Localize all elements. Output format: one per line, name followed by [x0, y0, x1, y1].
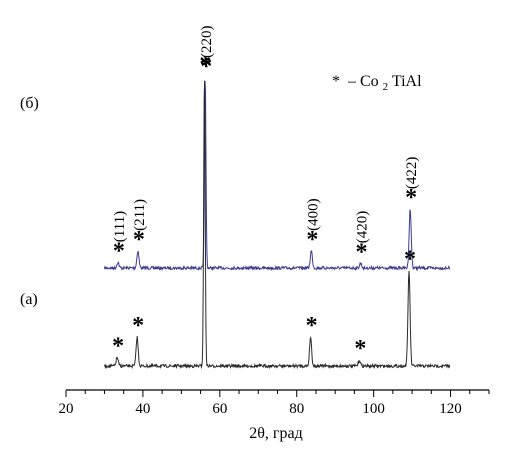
peak-marker: *: [199, 52, 211, 78]
peak-marker: *: [112, 333, 124, 359]
series-label: (а): [20, 291, 38, 308]
peak-marker: *: [133, 227, 145, 253]
hkl-label: (420): [355, 211, 371, 244]
legend-marker: *: [332, 73, 340, 90]
hkl-label: (220): [199, 26, 215, 59]
x-axis: 20 40 60 80 100 120: [59, 389, 490, 417]
x-tick-label: 80: [289, 401, 304, 417]
legend-suffix: TiAl: [392, 73, 422, 90]
hkl-label: (111): [112, 211, 128, 242]
peak-marker: *: [354, 336, 366, 362]
legend-prefix: – Co: [347, 73, 379, 90]
peak-marker: *: [132, 313, 144, 339]
x-tick-label: 40: [135, 401, 150, 417]
legend-subscript: 2: [383, 81, 389, 93]
peak-marker: *: [306, 313, 318, 339]
hkl-label: (422): [404, 157, 420, 190]
peak-marker: *: [404, 246, 416, 272]
legend-text: * – Co 2 TiAl: [332, 73, 422, 94]
series-line: [103, 80, 451, 370]
peak-marker: *: [356, 239, 368, 265]
x-tick-label: 120: [439, 401, 462, 417]
x-axis-label: 2θ, град: [249, 425, 302, 442]
hkl-label: (400): [305, 198, 321, 231]
peak-marker: *: [306, 227, 318, 253]
x-tick-label: 20: [59, 401, 74, 417]
x-tick-label: 60: [212, 401, 227, 417]
series-label: (б): [20, 95, 39, 112]
series-line: [103, 80, 451, 272]
x-tick-label: 100: [362, 401, 385, 417]
peak-marker: *: [200, 54, 212, 80]
hkl-label: (211): [132, 199, 148, 231]
legend: * – Co 2 TiAl: [332, 73, 422, 94]
peak-marker: *: [113, 238, 125, 264]
labels-layer: (б)* *** **(111) (211)(220)(400) (420)(422)(…: [20, 26, 420, 363]
series-layer: [103, 80, 451, 370]
peak-marker: *: [405, 185, 417, 211]
